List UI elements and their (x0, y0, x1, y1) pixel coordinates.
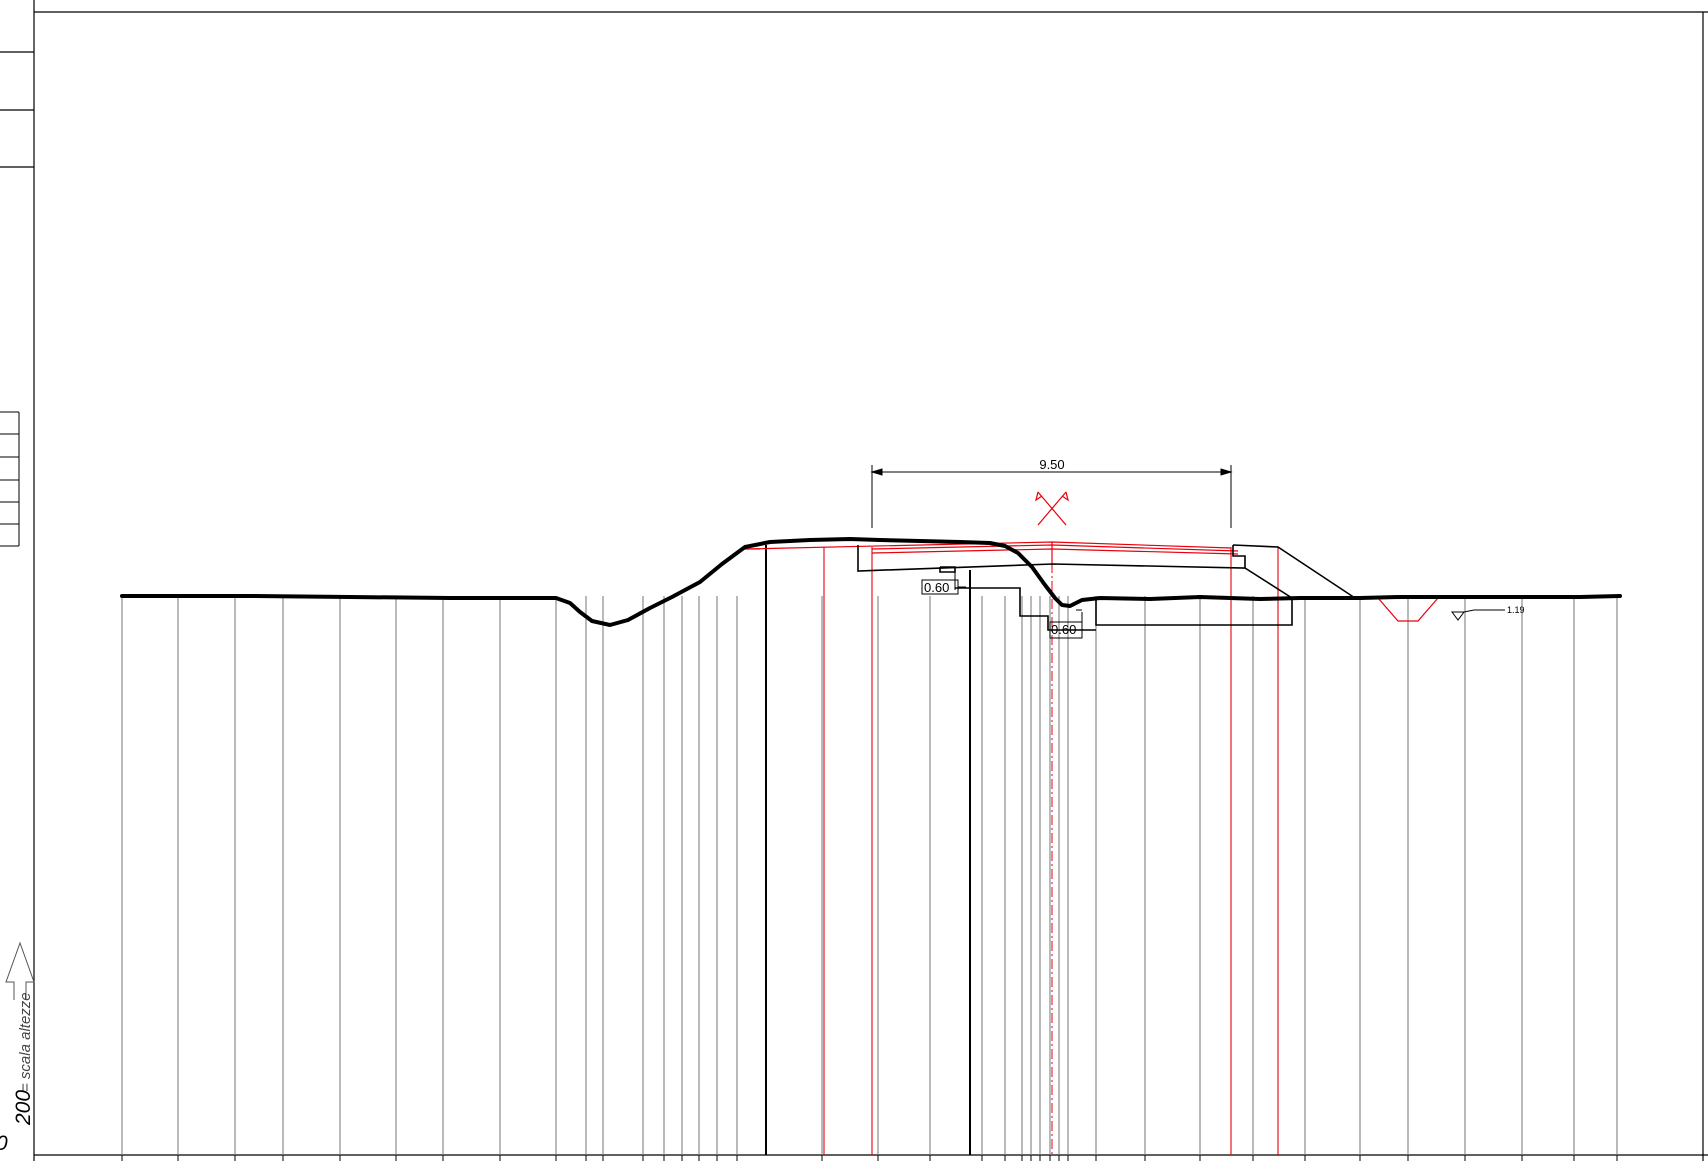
axis-marker-icon (1035, 491, 1069, 526)
width-dim-label: 9.50 (1039, 457, 1064, 472)
depth-dimension-left (921, 572, 966, 595)
station-grid-lines (121, 596, 1618, 1155)
design-vertical-lines (823, 547, 1279, 1155)
width-dimension (870, 465, 1233, 528)
scale-arrow-icon (5, 941, 35, 1000)
structure-vertical-lines (765, 545, 971, 1155)
pavement-structure (857, 544, 1356, 631)
scale-value: 200 (12, 1090, 35, 1126)
ground-profile (120, 537, 1622, 627)
depth-right-label: 0.60 (1051, 622, 1076, 637)
depth-dimension-right (1049, 609, 1083, 639)
bottom-tick-marks (121, 1155, 1618, 1161)
water-level-triangle-icon (1451, 609, 1505, 621)
water-level-label: 1.19 (1507, 605, 1525, 615)
side-table (0, 411, 20, 547)
depth-left-label: 0.60 (924, 580, 949, 595)
corner-digit: 0 (0, 1132, 8, 1155)
design-profile (744, 541, 1439, 622)
scale-note: = scala altezze (17, 992, 34, 1092)
